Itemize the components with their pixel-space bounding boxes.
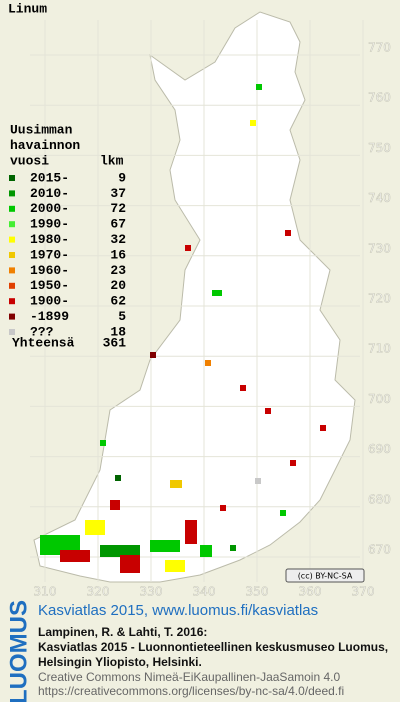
citation-line: Helsingin Yliopisto, Helsinki. (38, 655, 202, 669)
legend-label: 1950- (30, 278, 69, 293)
legend-count: 20 (110, 278, 126, 293)
legend-label: 1960- (30, 263, 69, 278)
dot (220, 505, 226, 511)
dot (100, 440, 106, 446)
y-grid-label: 770 (368, 41, 391, 55)
dot (200, 545, 212, 557)
dot (255, 478, 261, 484)
legend-label: 1980- (30, 232, 69, 247)
legend-label: ??? (30, 324, 54, 339)
y-grid-label: 710 (368, 342, 391, 356)
dot (115, 475, 121, 481)
dot (150, 540, 180, 552)
y-grid-label: 680 (368, 492, 391, 506)
legend-label: 1970- (30, 247, 69, 262)
legend-count: 16 (110, 247, 126, 262)
x-grid-label: 340 (193, 585, 216, 599)
legend-swatch (9, 175, 15, 181)
legend-swatch (9, 205, 15, 212)
dot (185, 245, 191, 251)
finland-outline (33, 11, 356, 583)
y-grid-label: 740 (368, 191, 391, 205)
legend-swatch (9, 329, 15, 335)
legend-label: -1899 (30, 309, 69, 324)
dot (280, 510, 286, 516)
legend-count: 18 (110, 324, 126, 339)
y-grid-label: 720 (368, 292, 391, 306)
dot (265, 408, 271, 414)
legend-swatch (9, 252, 15, 258)
dot (165, 560, 185, 572)
citation-line: Kasviatlas 2015 - Luonnontieteellinen ke… (38, 640, 388, 654)
dot (250, 120, 256, 126)
legend-heading: havainnon (10, 138, 80, 153)
legend-swatch (9, 298, 15, 305)
dot (290, 460, 296, 466)
x-grid-label: 350 (246, 585, 269, 599)
legend-count: 23 (110, 263, 126, 278)
license-line: Creative Commons Nimeä-EiKaupallinen-Jaa… (38, 670, 340, 684)
dot (212, 290, 222, 296)
legend-swatch (9, 236, 15, 243)
legend-total: 361 (103, 335, 127, 350)
legend-heading: vuosi (10, 153, 49, 168)
y-grid-label: 760 (368, 91, 391, 105)
legend-count: 9 (118, 170, 126, 185)
dot (205, 360, 211, 366)
observation-dots (40, 84, 326, 573)
legend-count-heading: lkm (100, 153, 124, 168)
y-grid-label: 750 (368, 141, 391, 155)
dot (285, 230, 291, 236)
license-badge: (cc) BY-NC-SA (298, 572, 353, 581)
legend-label: 1990- (30, 217, 69, 232)
legend-swatch (9, 190, 15, 197)
legend-count: 37 (110, 186, 126, 201)
legend-count: 62 (110, 294, 126, 309)
legend-count: 67 (110, 217, 126, 232)
x-grid-label: 310 (34, 585, 57, 599)
legend-count: 32 (110, 232, 126, 247)
legend-heading: Uusimman (10, 122, 73, 137)
dot (150, 352, 156, 358)
dot (100, 545, 140, 557)
legend-swatch (9, 282, 15, 289)
legend-label: 1900- (30, 294, 69, 309)
map-title: Linum (8, 1, 47, 16)
license-line: https://creativecommons.org/licenses/by-… (38, 684, 344, 698)
x-grid-label: 320 (87, 585, 110, 599)
legend-label: 2010- (30, 186, 69, 201)
y-grid-label: 700 (368, 392, 391, 406)
legend-label: 2015- (30, 170, 69, 185)
dot (110, 500, 120, 510)
legend-count: 5 (118, 309, 126, 324)
dot (85, 520, 105, 535)
y-grid-label: 690 (368, 442, 391, 456)
legend-swatch (9, 221, 15, 228)
x-grid-label: 360 (299, 585, 322, 599)
dot (230, 545, 236, 551)
logo: LUOMUS (5, 600, 32, 702)
legend-swatch (9, 313, 15, 320)
dot (320, 425, 326, 431)
dot (240, 385, 246, 391)
dot (256, 84, 262, 90)
legend-count: 72 (110, 201, 126, 216)
legend-total-label: Yhteensä (12, 335, 75, 350)
x-grid-label: 370 (352, 585, 375, 599)
legend-swatch (9, 267, 15, 274)
citation-line: Lampinen, R. & Lahti, T. 2016: (38, 625, 207, 639)
y-grid-label: 730 (368, 241, 391, 255)
y-grid-label: 670 (368, 543, 391, 557)
legend-label: 2000- (30, 201, 69, 216)
x-grid-label: 330 (140, 585, 163, 599)
dot (185, 520, 197, 544)
license-badge-box (285, 568, 365, 583)
headline: Kasviatlas 2015, www.luomus.fi/kasviatla… (38, 602, 318, 619)
dot (60, 550, 90, 562)
dot (120, 555, 140, 573)
dot (170, 480, 182, 488)
